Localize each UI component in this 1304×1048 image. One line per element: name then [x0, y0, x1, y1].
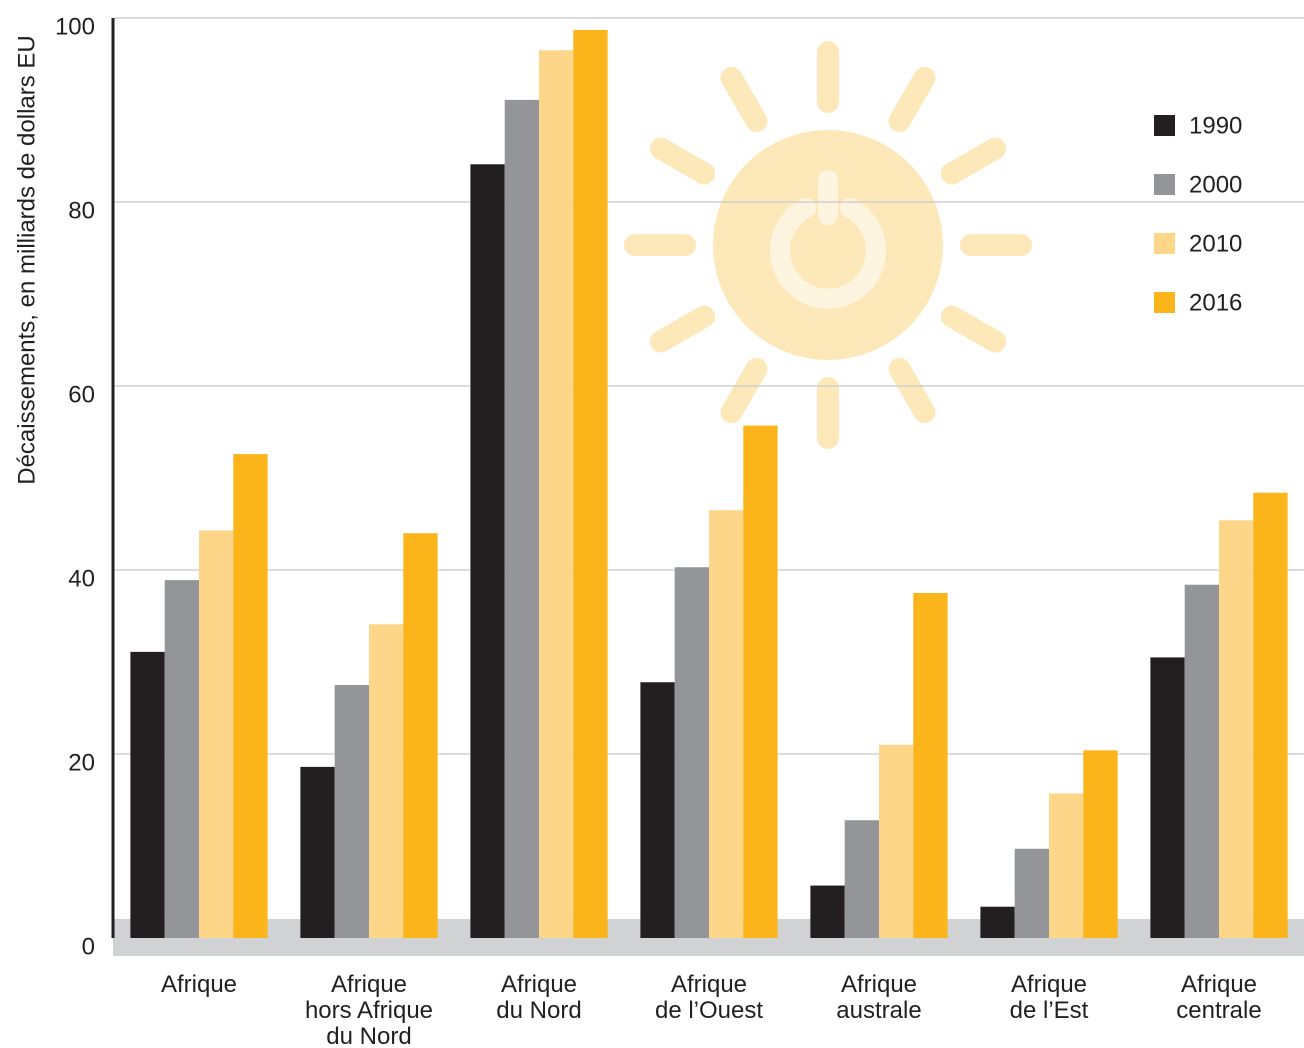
- bar: [573, 29, 608, 938]
- sun-icon: [624, 41, 1032, 449]
- x-tick-label: Afrique centrale: [1176, 971, 1262, 1024]
- y-tick-label: 80: [68, 197, 95, 224]
- bar: [674, 567, 709, 938]
- x-tick-label: Afrique de l’Est: [1009, 971, 1089, 1024]
- bar: [879, 744, 914, 938]
- x-tick-label: Afrique du Nord: [496, 971, 582, 1024]
- bar: [233, 454, 268, 938]
- y-tick-label: 20: [68, 749, 95, 776]
- x-tick-label: Afrique: [160, 971, 238, 998]
- bar: [810, 885, 845, 938]
- bar: [199, 530, 234, 938]
- bar: [743, 425, 778, 938]
- bar: [300, 766, 335, 938]
- legend-label: 2010: [1189, 230, 1242, 257]
- bar: [1150, 657, 1185, 938]
- x-tick-label: Afrique australe: [836, 971, 922, 1024]
- x-tick-label: Afrique hors Afrique du Nord: [304, 971, 434, 1048]
- bar: [403, 533, 438, 938]
- bar: [504, 99, 539, 938]
- bar: [844, 820, 879, 938]
- bar: [130, 651, 165, 938]
- bar: [709, 510, 744, 938]
- legend-swatch: [1154, 115, 1175, 136]
- bar: [369, 624, 404, 938]
- bar: [640, 682, 675, 938]
- bar: [1049, 793, 1084, 938]
- bar: [539, 50, 574, 938]
- bar: [913, 593, 948, 938]
- bar: [1014, 848, 1049, 938]
- bar: [334, 685, 369, 938]
- bar: [1083, 750, 1118, 938]
- legend-swatch: [1154, 233, 1175, 254]
- x-tick-label: Afrique de l’Ouest: [654, 971, 764, 1024]
- bar: [980, 906, 1015, 938]
- bar: [1219, 520, 1254, 938]
- y-tick-label: 40: [68, 565, 95, 592]
- y-tick-label: 0: [82, 933, 95, 960]
- legend-swatch: [1154, 292, 1175, 313]
- y-tick-label: 100: [55, 13, 95, 40]
- bar: [470, 164, 505, 938]
- legend-label: 2000: [1189, 171, 1242, 198]
- y-tick-label: 60: [68, 381, 95, 408]
- legend-label: 2016: [1189, 289, 1242, 316]
- bar: [1184, 584, 1219, 938]
- legend-label: 1990: [1189, 112, 1242, 139]
- legend-swatch: [1154, 174, 1175, 195]
- bar: [164, 580, 199, 938]
- bar: [1253, 492, 1288, 938]
- y-axis-label: Décaissements, en milliards de dollars E…: [13, 35, 40, 485]
